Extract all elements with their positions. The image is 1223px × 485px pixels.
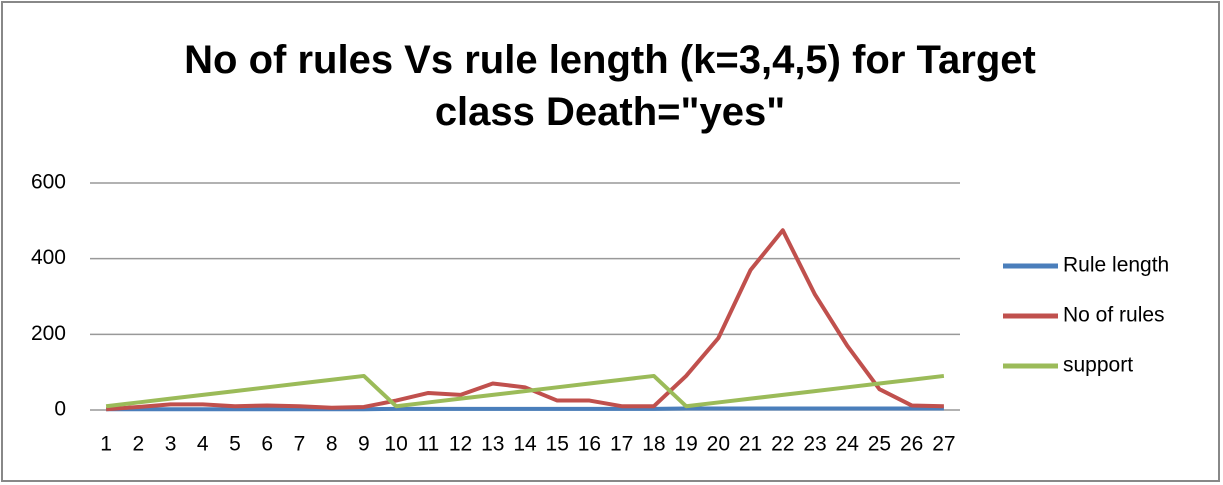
chart-title: No of rules Vs rule length (k=3,4,5) for… <box>184 38 1036 134</box>
x-tick-label: 10 <box>384 433 407 456</box>
y-tick-label: 200 <box>31 322 66 345</box>
y-tick-label: 0 <box>54 398 66 421</box>
x-tick-label: 19 <box>674 433 697 456</box>
x-tick-label: 23 <box>803 433 826 456</box>
x-tick-label: 25 <box>868 433 891 456</box>
x-tick-label: 9 <box>358 433 370 456</box>
x-tick-label: 17 <box>610 433 633 456</box>
x-tick-label: 21 <box>739 433 762 456</box>
legend-label: support <box>1063 354 1133 377</box>
x-tick-label: 14 <box>513 433 537 456</box>
x-tick-label: 8 <box>326 433 338 456</box>
x-tick-label: 11 <box>417 433 439 456</box>
x-tick-label: 20 <box>707 433 730 456</box>
x-tick-label: 15 <box>546 433 569 456</box>
series-line <box>106 406 944 412</box>
x-tick-label: 3 <box>165 433 177 456</box>
series-line <box>105 228 944 412</box>
x-tick-label: 4 <box>197 433 209 456</box>
series-line <box>105 373 945 409</box>
x-tick-label: 27 <box>932 433 955 456</box>
x-tick-label: 6 <box>261 433 273 456</box>
x-tick-label: 12 <box>449 433 472 456</box>
x-tick-label: 5 <box>229 433 241 456</box>
x-tick-label: 24 <box>836 433 860 456</box>
x-tick-label: 1 <box>100 433 112 456</box>
x-tick-label: 18 <box>642 433 665 456</box>
y-tick-label: 400 <box>31 246 66 269</box>
x-tick-label: 26 <box>900 433 923 456</box>
x-tick-label: 13 <box>481 433 504 456</box>
x-tick-label: 2 <box>132 433 144 456</box>
x-tick-label: 7 <box>294 433 306 456</box>
x-tick-label: 16 <box>578 433 601 456</box>
legend-label: No of rules <box>1063 304 1165 327</box>
y-tick-label: 600 <box>31 171 66 194</box>
x-tick-label: 22 <box>771 433 794 456</box>
legend-label: Rule length <box>1063 254 1169 277</box>
